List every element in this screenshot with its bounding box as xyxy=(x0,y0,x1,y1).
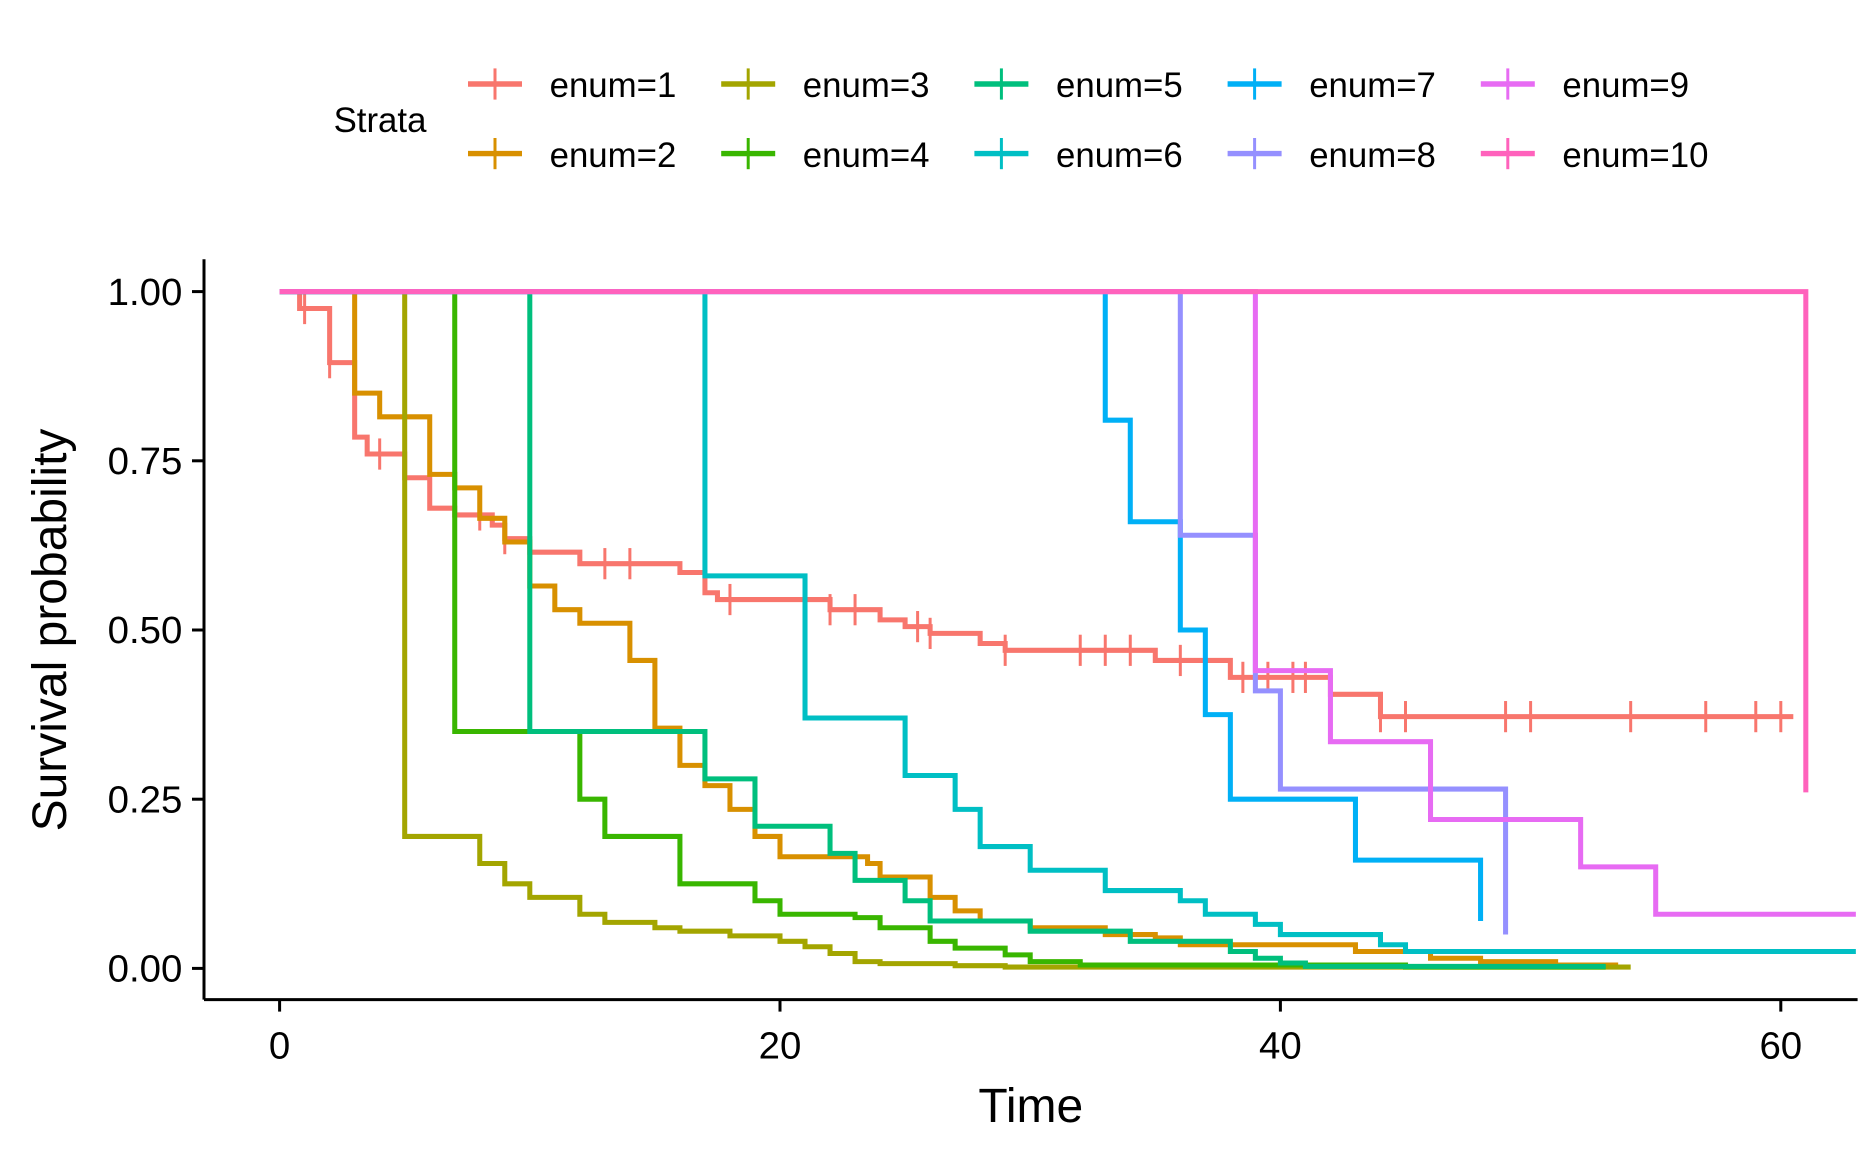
legend-title: Strata xyxy=(334,101,427,140)
legend-label: enum=6 xyxy=(1056,136,1183,175)
legend-item: enum=3 xyxy=(721,66,930,105)
series-enum-9 xyxy=(279,289,1856,917)
legend-label: enum=9 xyxy=(1562,66,1689,105)
series-enum-6 xyxy=(279,289,1856,954)
y-tick-label: 1.00 xyxy=(108,271,183,314)
survival-curve xyxy=(279,289,1809,793)
legend-label: enum=5 xyxy=(1056,66,1183,105)
legend-item: enum=10 xyxy=(1480,136,1708,175)
series-enum-3 xyxy=(279,289,1631,970)
y-tick-label: 0.75 xyxy=(108,440,183,483)
survival-curve xyxy=(279,289,1856,954)
series-enum-4 xyxy=(279,289,1606,970)
legend: Strata enum=1 enum=2 enum=3 enum=4 enum=5 enu… xyxy=(334,66,1709,175)
x-tick-label: 60 xyxy=(1759,1024,1802,1067)
x-tick-label: 20 xyxy=(759,1024,802,1067)
legend-item: enum=7 xyxy=(1227,66,1436,105)
survival-curve xyxy=(279,289,1631,970)
survival-curve xyxy=(279,289,1794,720)
x-tick-label: 0 xyxy=(269,1024,290,1067)
survival-curve xyxy=(279,289,1856,917)
legend-item: enum=1 xyxy=(468,66,676,105)
legend-item: enum=2 xyxy=(468,136,676,175)
legend-item: enum=8 xyxy=(1227,136,1436,175)
series-enum-1 xyxy=(279,289,1794,733)
y-tick-label: 0.25 xyxy=(108,778,183,821)
legend-label: enum=4 xyxy=(803,136,930,175)
legend-label: enum=2 xyxy=(550,136,677,175)
survival-curve xyxy=(279,289,1606,970)
x-axis-title: Time xyxy=(978,1080,1083,1133)
y-tick-label: 0.50 xyxy=(108,609,183,652)
legend-item: enum=9 xyxy=(1480,66,1689,105)
y-tick-label: 0.00 xyxy=(108,948,183,991)
survival-curve xyxy=(279,289,1606,969)
legend-label: enum=3 xyxy=(803,66,930,105)
survival-curve xyxy=(279,289,1484,922)
series-enum-10 xyxy=(279,289,1809,793)
series-enum-5 xyxy=(279,289,1606,969)
y-axis-title: Survival probability xyxy=(24,429,77,832)
legend-item: enum=6 xyxy=(974,136,1183,175)
legend-label: enum=10 xyxy=(1562,136,1708,175)
legend-item: enum=4 xyxy=(721,136,930,175)
legend-label: enum=8 xyxy=(1309,136,1436,175)
legend-label: enum=1 xyxy=(550,66,677,105)
plot-area xyxy=(279,289,1856,970)
legend-item: enum=5 xyxy=(974,66,1183,105)
x-tick-label: 40 xyxy=(1259,1024,1302,1067)
legend-label: enum=7 xyxy=(1309,66,1436,105)
series-enum-7 xyxy=(279,289,1484,922)
